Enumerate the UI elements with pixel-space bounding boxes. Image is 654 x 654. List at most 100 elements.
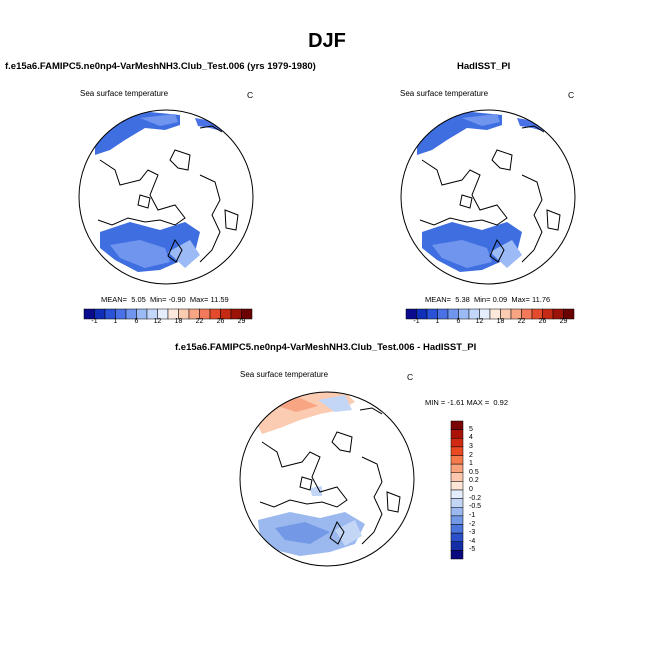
diff-atlantic-cool-2	[275, 522, 330, 544]
obs-coast-2	[491, 149, 513, 171]
diff-colorbar-tick-label: -3	[469, 529, 476, 537]
obs-colorbar-tick-label: 12	[475, 318, 484, 325]
model-min-value: -0.90	[168, 295, 186, 304]
diff-pacific-cool	[318, 395, 352, 412]
obs-colorbar-tick-label: 1	[435, 318, 440, 325]
diff-variable-label: Sea surface temperature	[240, 370, 329, 379]
diff-pacific-warm-2	[272, 398, 318, 412]
obs-max-value: 11.76	[532, 295, 551, 304]
diff-colorbar-labels: 5 4 3 2 1 0.5 0.2 0 -0.2 -0.5 -1 -2 -3 -4 -5	[469, 421, 499, 559]
obs-sst-atlantic-light	[432, 240, 492, 268]
model-units-label: C	[247, 90, 254, 100]
diff-colorbar-swatch	[450, 472, 464, 482]
obs-colorbar	[405, 306, 575, 324]
diff-colorbar-tick-label: -0.5	[469, 503, 482, 511]
diff-colorbar-tick-label: -1	[469, 511, 476, 519]
diff-small-cool	[310, 486, 322, 496]
model-coast-1	[97, 159, 186, 226]
obs-colorbar-labels: -1 1 6 12 18 22 26 29	[406, 318, 574, 328]
diff-norwegian	[335, 520, 362, 546]
model-sst-norwegian	[168, 240, 200, 268]
model-mean-value: 5.05	[131, 295, 146, 304]
diff-colorbar-tick-label: 0.5	[469, 468, 479, 476]
diff-colorbar-tick-label: 4	[469, 434, 473, 442]
diff-colorbar-tick-label: -4	[469, 537, 476, 545]
diff-colorbar-swatch	[450, 455, 464, 465]
obs-colorbar-tick-label: 29	[559, 318, 568, 325]
model-colorbar-tick-label: 29	[237, 318, 246, 325]
diff-colorbar-tick-label: -0.2	[469, 494, 482, 502]
obs-coast-4	[459, 194, 473, 209]
obs-sst-norwegian	[490, 240, 522, 268]
obs-stats: MEAN= 5.38 Min= 0.09 Max= 11.76	[425, 295, 551, 304]
diff-colorbar	[450, 420, 464, 564]
diff-coast-7	[359, 407, 383, 415]
model-coast-2	[169, 149, 191, 171]
diff-colorbar-swatch	[450, 463, 464, 473]
diff-coast-2	[331, 431, 353, 453]
diff-colorbar-swatch	[450, 524, 464, 534]
model-colorbar-tick-label: 18	[174, 318, 183, 325]
diff-panel-title: f.e15a6.FAMIPC5.ne0np4-VarMeshNH3.Club_T…	[175, 342, 477, 353]
obs-variable-label: Sea surface temperature	[400, 89, 489, 98]
obs-coast-5	[489, 238, 505, 263]
obs-colorbar-swatch	[563, 308, 575, 320]
diff-max-value: 0.92	[493, 398, 509, 407]
diff-colorbar-swatch	[450, 481, 464, 491]
model-stats: MEAN= 5.05 Min= -0.90 Max= 11.59	[101, 295, 229, 304]
model-colorbar-labels: -1 1 6 12 18 22 26 29	[84, 318, 252, 328]
model-panel-title: f.e15a6.FAMIPC5.ne0np4-VarMeshNH3.Club_T…	[5, 61, 316, 72]
diff-colorbar-tick-label: -5	[469, 546, 476, 554]
diff-colorbar-tick-label: 2	[469, 451, 473, 459]
diff-colorbar-swatch	[450, 420, 464, 430]
diff-colorbar-swatch	[450, 429, 464, 439]
model-colorbar-tick-label: 26	[216, 318, 225, 325]
figure-title: DJF	[308, 30, 346, 52]
diff-colorbar-swatch	[450, 438, 464, 448]
diff-colorbar-tick-label: 3	[469, 442, 473, 450]
diff-colorbar-tick-label: 5	[469, 425, 473, 433]
diff-colorbar-tick-label: -2	[469, 520, 476, 528]
model-colorbar-tick-label: 22	[195, 318, 204, 325]
obs-colorbar-tick-label: 6	[456, 318, 461, 325]
model-variable-label: Sea surface temperature	[80, 89, 169, 98]
diff-colorbar-swatch	[450, 446, 464, 456]
diff-colorbar-swatch	[450, 498, 464, 508]
model-coast-4	[137, 194, 151, 209]
obs-mean-value: 5.38	[455, 295, 470, 304]
obs-units-label: C	[568, 90, 575, 100]
obs-coast-3	[521, 174, 543, 263]
obs-coast-7	[521, 125, 545, 133]
obs-colorbar-tick-label: 22	[517, 318, 526, 325]
diff-units-label: C	[407, 372, 414, 382]
obs-min-value: 0.09	[492, 295, 508, 304]
model-colorbar	[83, 306, 253, 324]
diff-colorbar-tick-label: 0	[469, 486, 473, 493]
diff-colorbar-swatch	[450, 550, 464, 560]
model-colorbar-tick-label: -1	[91, 318, 98, 325]
obs-colorbar-tick-label: -1	[413, 318, 420, 325]
model-colorbar-tick-label: 1	[113, 318, 118, 325]
model-coast-3	[199, 174, 221, 263]
obs-sst-pacific-light	[462, 114, 500, 126]
model-coast-6	[224, 209, 239, 231]
model-sst-pacific-light	[140, 114, 178, 126]
diff-colorbar-tick-label: 1	[469, 460, 473, 468]
model-coast-5	[167, 238, 183, 263]
obs-colorbar-tick-label: 26	[538, 318, 547, 325]
diff-colorbar-swatch	[450, 489, 464, 499]
obs-colorbar-tick-label: 18	[496, 318, 505, 325]
diff-colorbar-swatch	[450, 515, 464, 525]
model-colorbar-swatch	[241, 308, 253, 320]
model-sst-atlantic-light	[110, 240, 170, 268]
model-coast-7	[199, 125, 223, 133]
diff-colorbar-swatch	[450, 541, 464, 551]
diff-coast-4	[299, 476, 313, 491]
obs-panel-title: HadISST_PI	[457, 61, 511, 72]
diff-colorbar-tick-label: 0.2	[469, 477, 479, 485]
diff-min-value: -1.61	[447, 398, 465, 407]
obs-coast-6	[546, 209, 561, 231]
